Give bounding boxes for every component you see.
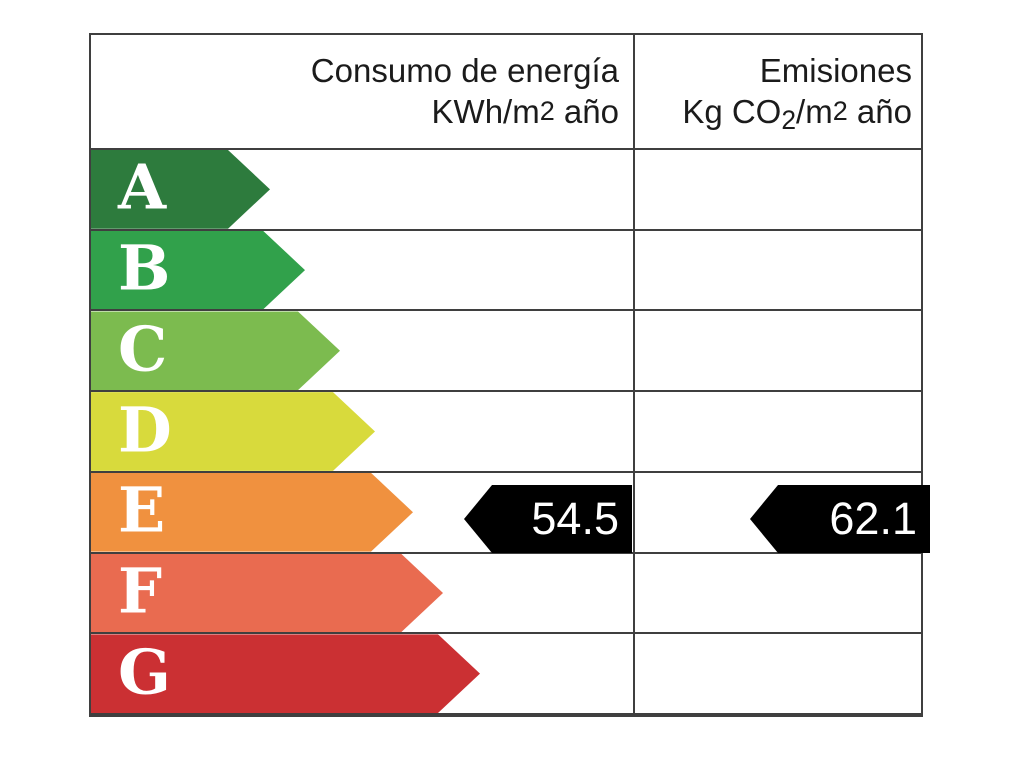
rating-letter-f: F xyxy=(118,554,163,628)
rating-letter-a: A xyxy=(118,150,167,224)
consumption-value: 54.5 xyxy=(531,493,619,544)
rating-row-c: C xyxy=(91,311,921,393)
rating-arrow-d xyxy=(91,392,375,471)
rating-row-b: B xyxy=(91,230,921,312)
rating-row-a: A xyxy=(91,150,921,231)
rating-row-g: G xyxy=(91,634,921,716)
rating-letter-b: B xyxy=(118,231,171,305)
consumption-title-line1: Consumo de energía xyxy=(310,52,619,89)
emissions-title-line1: Emisiones xyxy=(759,52,912,89)
rating-arrow-c xyxy=(91,311,340,391)
rating-letter-g: G xyxy=(118,634,171,708)
rating-letter-d: D xyxy=(118,392,172,466)
consumption-title-line2: KWh/m2 año xyxy=(431,93,619,131)
rating-row-d: D xyxy=(91,392,921,473)
rating-arrow-g xyxy=(91,634,480,714)
subscript-2: 2 xyxy=(781,105,797,136)
emissions-column-header: Emisiones Kg CO2/m2 año xyxy=(633,35,921,148)
rating-row-e: E xyxy=(91,472,921,554)
consumption-column-header: Consumo de energía KWh/m2 año xyxy=(91,35,633,148)
rating-letter-e: E xyxy=(118,473,166,547)
rating-letter-c: C xyxy=(118,312,168,386)
energy-rating-table: Consumo de energía KWh/m2 año Emisiones … xyxy=(89,33,930,717)
rating-arrow-f xyxy=(91,553,443,633)
table-header: Consumo de energía KWh/m2 año Emisiones … xyxy=(91,35,921,150)
rating-row-f: F xyxy=(91,553,921,635)
column-divider xyxy=(633,35,635,715)
rating-arrow-a xyxy=(91,150,270,229)
emissions-value: 62.1 xyxy=(829,493,917,544)
consumption-indicator-arrow: 54.5 xyxy=(464,485,632,553)
emissions-title-line2: Kg CO2/m2 año xyxy=(682,93,912,136)
superscript-2: 2 xyxy=(832,96,848,126)
superscript-2: 2 xyxy=(539,96,555,126)
rating-arrow-b xyxy=(91,230,305,310)
emissions-indicator-arrow: 62.1 xyxy=(750,485,930,553)
rating-arrow-e xyxy=(91,472,413,552)
